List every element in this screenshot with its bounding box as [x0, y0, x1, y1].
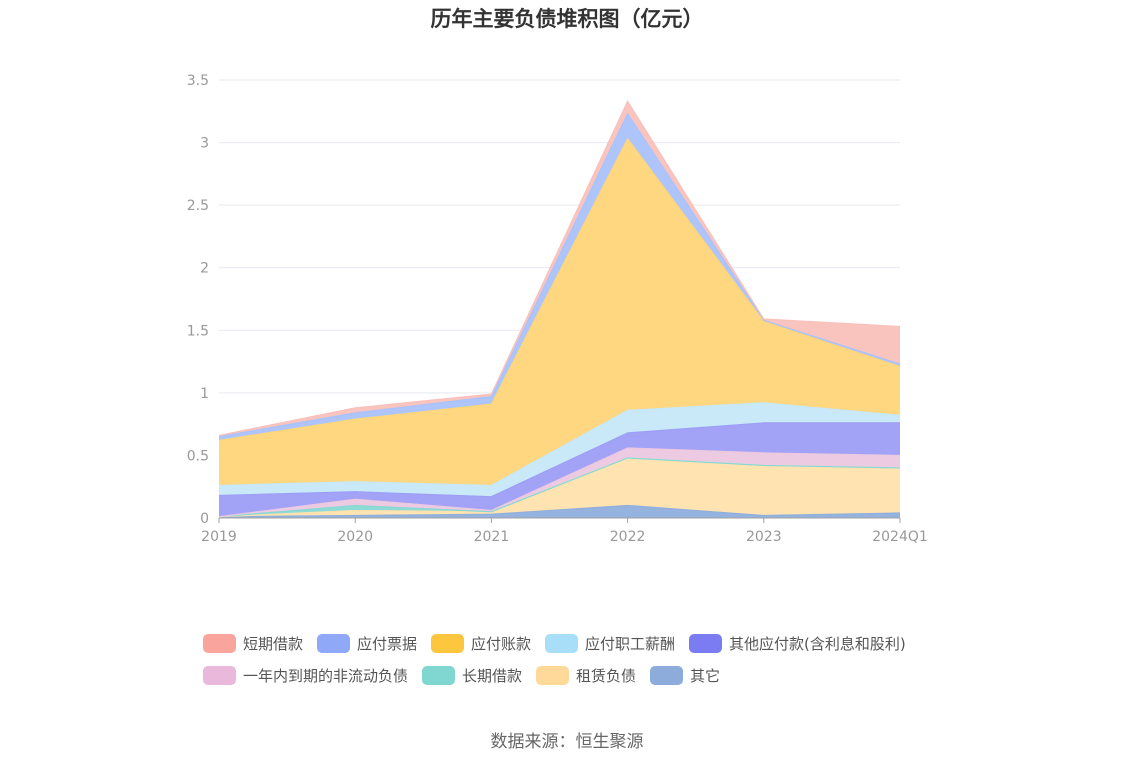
area-3 — [219, 447, 900, 517]
area-5 — [219, 402, 900, 497]
x-tick-label: 2022 — [610, 529, 646, 545]
series-line-4 — [218, 422, 900, 498]
legend[interactable]: 短期借款 应付票据 应付账款 应付职工薪酬 其他应付款(含利息和股利) 一年内到期的非流动… — [203, 634, 906, 685]
x-tick-label: 2019 — [201, 529, 237, 545]
legend-label: 应付账款 — [471, 635, 531, 653]
area-series — [219, 101, 900, 518]
legend-swatch — [203, 634, 236, 653]
legend-swatch — [431, 634, 465, 653]
series-line-3 — [218, 447, 901, 518]
x-tick-label: 2021 — [474, 529, 510, 545]
x-tick-label: 2024Q1 — [872, 529, 928, 545]
data-source-note: 数据来源：恒生聚源 — [491, 732, 644, 752]
y-tick-label: 0 — [200, 511, 209, 527]
series-line-2 — [218, 457, 901, 518]
legend-item[interactable]: 一年内到期的非流动负债 — [203, 666, 408, 685]
legend-item[interactable]: 应付账款 — [431, 634, 531, 653]
legend-swatch — [203, 666, 236, 685]
legend-label: 应付票据 — [357, 635, 417, 653]
y-tick-label: 0.5 — [187, 448, 209, 464]
chart-title: 历年主要负债堆积图（亿元） — [431, 7, 704, 31]
legend-label: 应付职工薪酬 — [585, 635, 675, 653]
x-tick-label: 2020 — [337, 529, 373, 545]
legend-swatch — [545, 634, 579, 653]
series-line-8 — [218, 100, 901, 436]
legend-label: 租赁负债 — [576, 667, 636, 685]
legend-label: 其它 — [690, 667, 720, 685]
legend-swatch — [317, 634, 351, 653]
legend-swatch — [689, 634, 723, 653]
legend-item[interactable]: 其它 — [650, 666, 720, 685]
legend-label: 长期借款 — [462, 667, 522, 685]
area-1 — [219, 457, 900, 517]
y-tick-label: 3 — [200, 136, 209, 152]
y-tick-label: 3.5 — [187, 73, 209, 89]
axes: 2019 2020 2021 2022 2023 2024Q1 — [201, 517, 928, 545]
legend-item[interactable]: 应付职工薪酬 — [545, 634, 675, 653]
legend-swatch — [536, 666, 570, 685]
area-0 — [219, 505, 900, 518]
legend-label: 短期借款 — [243, 635, 303, 653]
legend-item[interactable]: 长期借款 — [422, 666, 522, 685]
legend-item[interactable]: 其他应付款(含利息和股利) — [689, 634, 906, 653]
legend-swatch — [650, 666, 684, 685]
legend-label: 其他应付款(含利息和股利) — [729, 635, 906, 653]
series-lines — [218, 100, 901, 518]
series-line-5 — [218, 402, 901, 487]
legend-item[interactable]: 应付票据 — [317, 634, 417, 653]
y-tick-label: 2.5 — [187, 198, 209, 214]
area-6 — [219, 138, 900, 486]
x-tick-label: 2023 — [746, 529, 782, 545]
legend-item[interactable]: 租赁负债 — [536, 666, 636, 685]
legend-label: 一年内到期的非流动负债 — [243, 667, 408, 685]
series-line-0 — [218, 504, 901, 518]
legend-item[interactable]: 短期借款 — [203, 634, 303, 653]
y-tick-label: 1 — [200, 386, 209, 402]
y-tick-label: 1.5 — [187, 323, 209, 339]
y-tick-label: 2 — [200, 261, 209, 277]
series-line-6 — [218, 137, 901, 442]
legend-swatch — [422, 666, 456, 685]
series-line-7 — [218, 112, 901, 438]
